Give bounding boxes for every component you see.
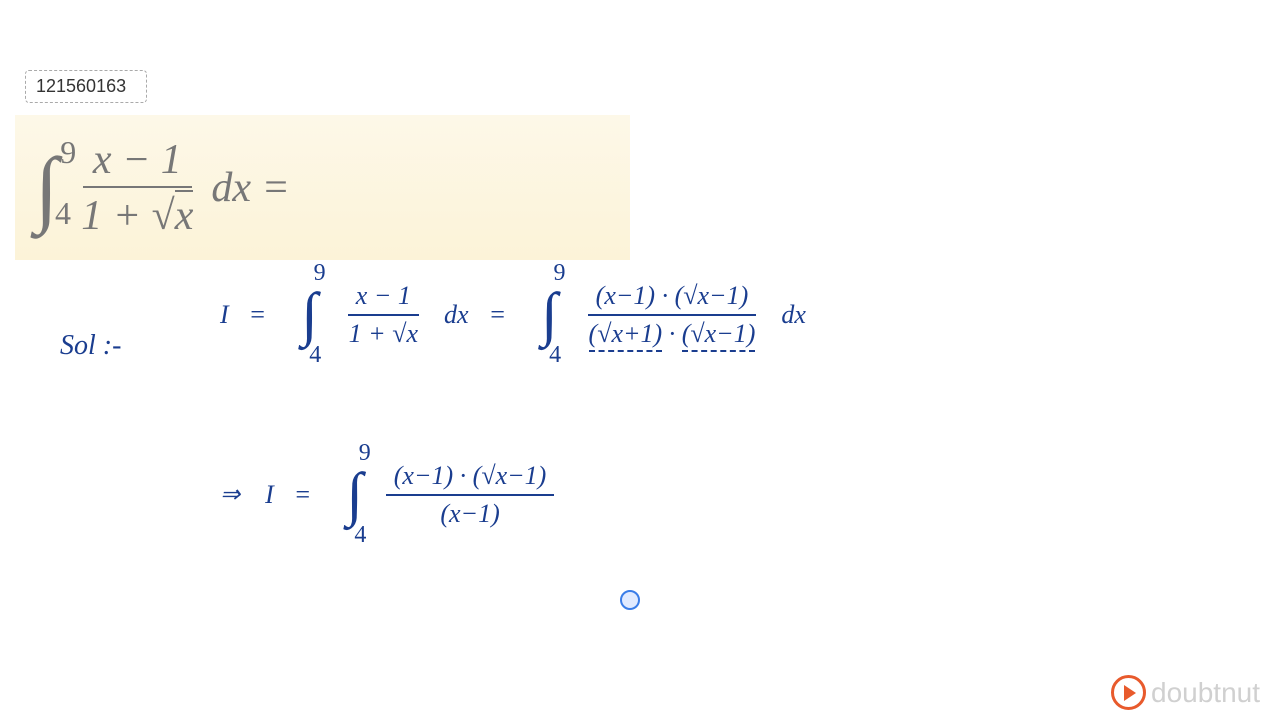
hw-int-lower-1: 4 [309,342,321,369]
hw-den-1: 1 + √x [341,316,426,349]
equals-sign-2: = [489,300,507,330]
implies-arrow: ⇒ [220,480,240,509]
lhs-I-2: I [265,480,274,510]
dx-equals: dx = [211,164,289,212]
equals-sign: = [249,300,267,330]
integral-lower-limit: 4 [55,195,71,232]
hw-int-upper-2: 9 [554,260,566,287]
solution-label: Sol :- [60,330,121,362]
hw-fraction-2: (x−1) · (√x−1) (√x+1) · (√x−1) [581,281,764,349]
problem-formula: ∫ 9 4 x − 1 1 + √x dx = [15,115,630,260]
hw-dx-2: dx [781,300,806,330]
hw-num-3: (x−1) · (√x−1) [386,461,555,496]
hw-int-upper-1: 9 [314,260,326,287]
hw-integral-2: ∫ 9 4 [541,280,557,349]
hw-den-2: (√x+1) · (√x−1) [581,316,764,349]
hw-den-3: (x−1) [432,496,507,529]
sqrt-arg: x [175,190,194,240]
solution-line-2: ⇒ I = ∫ 9 4 (x−1) · (√x−1) (x−1) [220,460,562,529]
cursor-indicator [620,590,640,610]
play-icon [1111,675,1146,710]
hw-int-upper-3: 9 [359,440,371,467]
hw-integral-1: ∫ 9 4 [301,280,317,349]
logo-text: doubtnut [1151,677,1260,709]
hw-integral-3: ∫ 9 4 [346,460,362,529]
numerator: x − 1 [83,136,192,188]
hw-dx-1: dx [444,300,469,330]
hw-fraction-3: (x−1) · (√x−1) (x−1) [386,461,555,529]
denominator: 1 + √x [71,188,203,240]
equals-sign-3: = [294,480,312,510]
lhs-I: I [220,300,229,330]
denominator-prefix: 1 + [81,193,151,239]
doubtnut-logo[interactable]: doubtnut [1111,675,1260,710]
integral-upper-limit: 9 [60,134,76,171]
solution-line-1: I = ∫ 9 4 x − 1 1 + √x dx = ∫ 9 4 (x−1) … [220,280,806,349]
integral-symbol: ∫ 9 4 [35,139,58,237]
hw-int-lower-2: 4 [549,342,561,369]
hw-fraction-1: x − 1 1 + √x [341,281,426,349]
hw-int-lower-3: 4 [354,522,366,549]
hw-den-2-p1: (√x+1) [589,319,663,352]
hw-num-1: x − 1 [348,281,419,316]
hw-den-2-dot: · [662,319,682,348]
hw-den-2-p2: (√x−1) [682,319,756,352]
integrand-fraction: x − 1 1 + √x [71,136,203,240]
sqrt-symbol: √ [152,193,175,239]
hw-num-2: (x−1) · (√x−1) [588,281,757,316]
question-id: 121560163 [25,70,147,103]
